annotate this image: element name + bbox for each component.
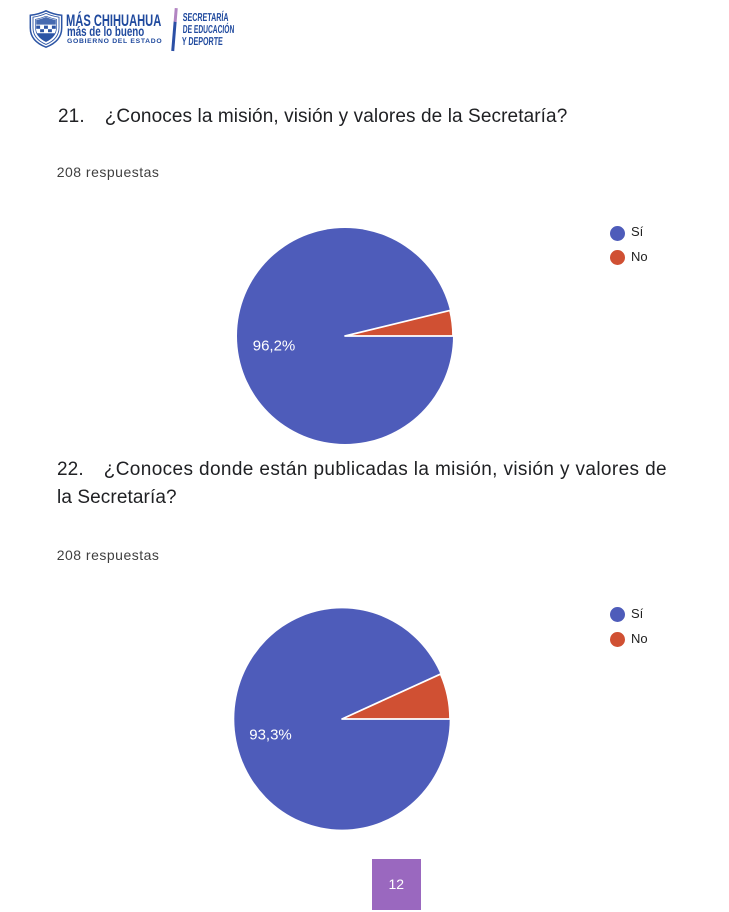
svg-text:93,3%: 93,3% [249, 726, 292, 743]
svg-text:96,2%: 96,2% [252, 337, 295, 354]
